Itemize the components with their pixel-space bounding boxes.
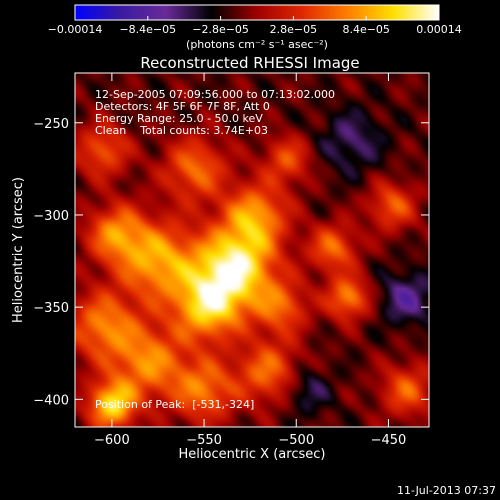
x-axis-label: Heliocentric X (arcsec)	[179, 447, 326, 462]
x-tick-label: −600	[94, 433, 130, 448]
colorbar	[74, 4, 440, 21]
x-tick-label: −550	[186, 433, 222, 448]
y-axis-ticks: −250 −300 −350 −400	[33, 117, 429, 408]
annotation-detectors: Detectors: 4F 5F 6F 7F 8F, Att 0	[95, 100, 270, 113]
y-tick-label: −400	[33, 393, 69, 408]
x-axis-ticks: −600 −550 −500 −450	[94, 73, 406, 448]
x-tick-label: −500	[278, 433, 314, 448]
annotation-peak-position: Position of Peak: [-531,-324]	[95, 398, 254, 411]
colorbar-tick-label: −2.8e−05	[192, 23, 249, 36]
heatmap-image	[75, 73, 429, 427]
colorbar-unit-label: (photons cm⁻² s⁻¹ asec⁻²)	[186, 38, 328, 51]
colorbar-tick-label: −8.4e−05	[119, 23, 176, 36]
colorbar-tick-label: 0.00014	[416, 23, 462, 36]
plot-frame	[74, 72, 430, 428]
x-tick-label: −450	[371, 433, 407, 448]
colorbar-tick-label: 2.8e−05	[270, 23, 317, 36]
y-tick-label: −350	[33, 301, 69, 316]
colorbar-tick-label: −0.00014	[48, 23, 103, 36]
chart-title: Reconstructed RHESSI Image	[140, 54, 359, 72]
y-tick-label: −250	[33, 117, 69, 132]
footer-timestamp: 11-Jul-2013 07:37	[397, 484, 496, 497]
annotation-energy-range: Energy Range: 25.0 - 50.0 keV	[95, 112, 263, 125]
colorbar-tick-label: 8.4e−05	[342, 23, 389, 36]
y-tick-label: −300	[33, 209, 69, 224]
annotation-time-range: 12-Sep-2005 07:09:56.000 to 07:13:02.000	[95, 88, 335, 101]
colorbar-ticks: −0.00014 −8.4e−05 −2.8e−05 2.8e−05 8.4e−05 0.…	[48, 16, 462, 36]
y-axis-label: Heliocentric Y (arcsec)	[11, 177, 26, 323]
annotation-clean-counts: Clean Total counts: 3.74E+03	[95, 124, 268, 137]
